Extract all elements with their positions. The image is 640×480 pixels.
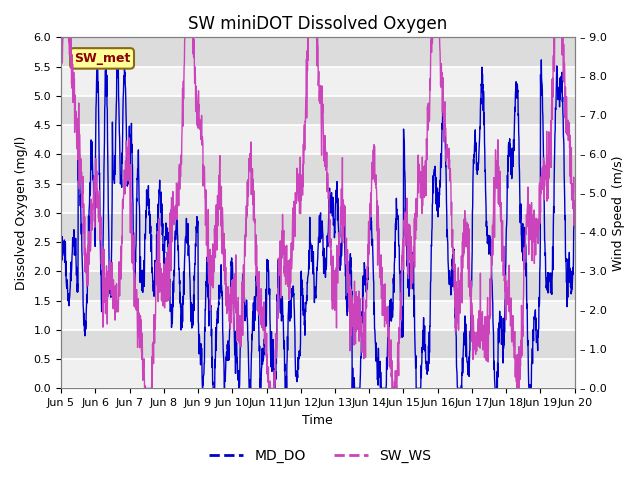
Bar	[61, 242, 575, 271]
Title: SW miniDOT Dissolved Oxygen: SW miniDOT Dissolved Oxygen	[188, 15, 447, 33]
SW_WS	[294, 184, 301, 190]
Y-axis label: Wind Speed  (m/s): Wind Speed (m/s)	[612, 155, 625, 271]
X-axis label: Time: Time	[303, 414, 333, 427]
SW_WS	[60, 35, 67, 40]
Bar	[61, 359, 575, 388]
Bar	[61, 183, 575, 213]
MD_DO	[93, 51, 101, 57]
MD_DO	[571, 212, 579, 217]
MD_DO	[556, 75, 564, 81]
Bar	[61, 67, 575, 96]
Bar	[61, 300, 575, 330]
MD_DO	[294, 375, 301, 381]
Text: SW_met: SW_met	[74, 52, 131, 65]
Bar	[61, 125, 575, 155]
Legend: MD_DO, SW_WS: MD_DO, SW_WS	[203, 443, 437, 468]
SW_WS	[307, 35, 315, 40]
Line: SW_WS: SW_WS	[61, 37, 575, 388]
Y-axis label: Dissolved Oxygen (mg/l): Dissolved Oxygen (mg/l)	[15, 136, 28, 290]
MD_DO	[83, 300, 91, 306]
SW_WS	[571, 198, 579, 204]
SW_WS	[84, 249, 92, 254]
SW_WS	[462, 244, 470, 250]
SW_WS	[141, 385, 148, 391]
MD_DO	[199, 385, 207, 391]
Line: MD_DO: MD_DO	[61, 54, 575, 388]
SW_WS	[57, 74, 65, 80]
MD_DO	[307, 246, 315, 252]
MD_DO	[57, 264, 65, 270]
SW_WS	[556, 35, 564, 40]
SW_WS	[556, 35, 564, 40]
MD_DO	[462, 354, 470, 360]
MD_DO	[556, 96, 564, 102]
